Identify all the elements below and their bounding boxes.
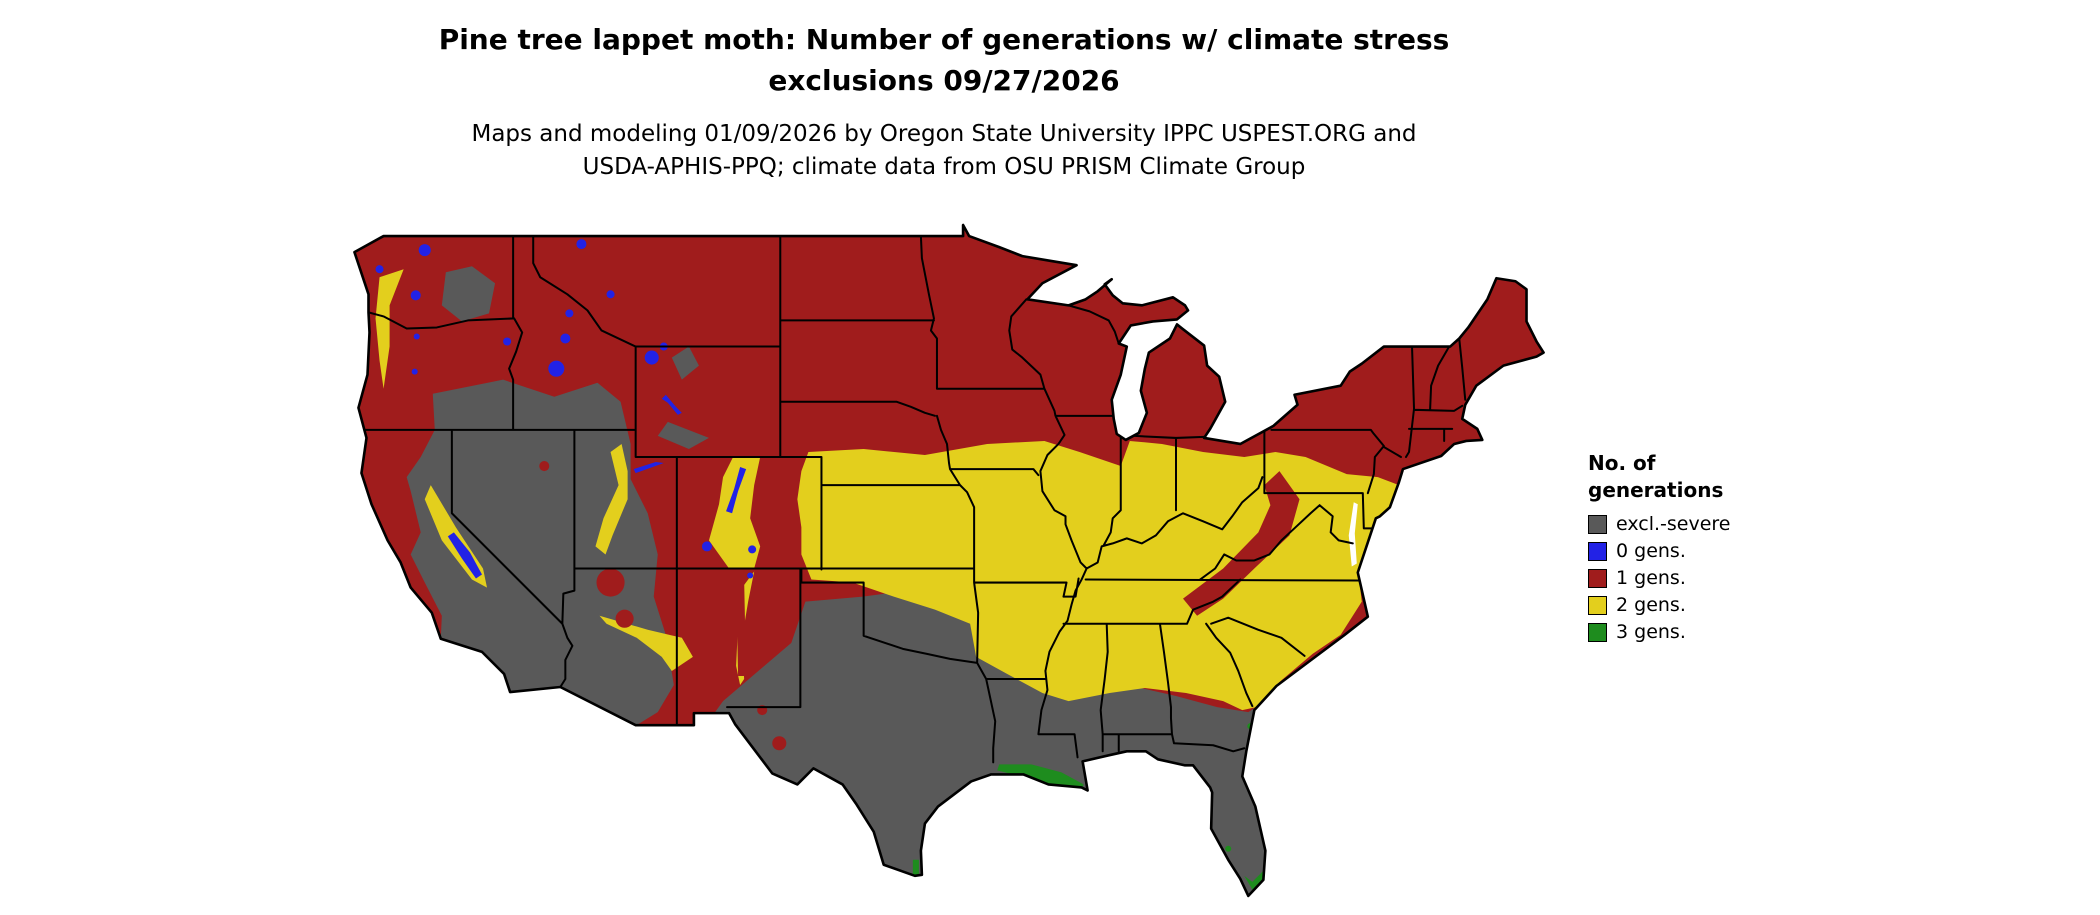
page-title-line1: Pine tree lappet moth: Number of generat… xyxy=(438,23,1450,56)
page-title-line2: exclusions 09/27/2026 xyxy=(768,63,1120,97)
legend-swatch-1-gens xyxy=(1588,568,1607,588)
legend-swatch-2-gens xyxy=(1588,595,1607,615)
legend-swatch-0-gens xyxy=(1588,541,1607,561)
legend-item-1-gens: 1 gens. xyxy=(1588,567,1828,589)
legend-title-line2: generations xyxy=(1588,478,1724,502)
map-attribution-line1: Maps and modeling 01/09/2026 by Oregon S… xyxy=(471,121,1417,147)
us-generations-map xyxy=(338,222,1554,915)
map-attribution: Maps and modeling 01/09/2026 by Oregon S… xyxy=(0,118,1888,185)
legend-item-excl-severe: excl.-severe xyxy=(1588,513,1828,535)
legend-items: excl.-severe 0 gens. 1 gens. 2 gens. 3 g… xyxy=(1588,513,1828,643)
us-map-svg xyxy=(353,223,1545,898)
legend-item-3-gens: 3 gens. xyxy=(1588,621,1828,643)
legend-label-0-gens: 0 gens. xyxy=(1616,540,1686,562)
legend-title-line1: No. of xyxy=(1588,451,1656,475)
legend-item-0-gens: 0 gens. xyxy=(1588,540,1828,562)
page-title: Pine tree lappet moth: Number of generat… xyxy=(0,20,1888,101)
legend-label-2-gens: 2 gens. xyxy=(1616,594,1686,616)
chesapeake-bay xyxy=(1348,502,1358,567)
map-legend: No. of generations excl.-severe 0 gens. … xyxy=(1588,450,1828,649)
legend-label-1-gens: 1 gens. xyxy=(1616,567,1686,589)
legend-swatch-3-gens xyxy=(1588,622,1607,642)
legend-label-3-gens: 3 gens. xyxy=(1616,621,1686,643)
us-outline xyxy=(353,223,1545,898)
state-borders xyxy=(360,235,1467,764)
legend-swatch-excl-severe xyxy=(1588,514,1607,534)
legend-label-excl-severe: excl.-severe xyxy=(1616,513,1731,535)
legend-item-2-gens: 2 gens. xyxy=(1588,594,1828,616)
map-attribution-line2: USDA-APHIS-PPQ; climate data from OSU PR… xyxy=(582,154,1306,181)
legend-title: No. of generations xyxy=(1588,450,1828,504)
